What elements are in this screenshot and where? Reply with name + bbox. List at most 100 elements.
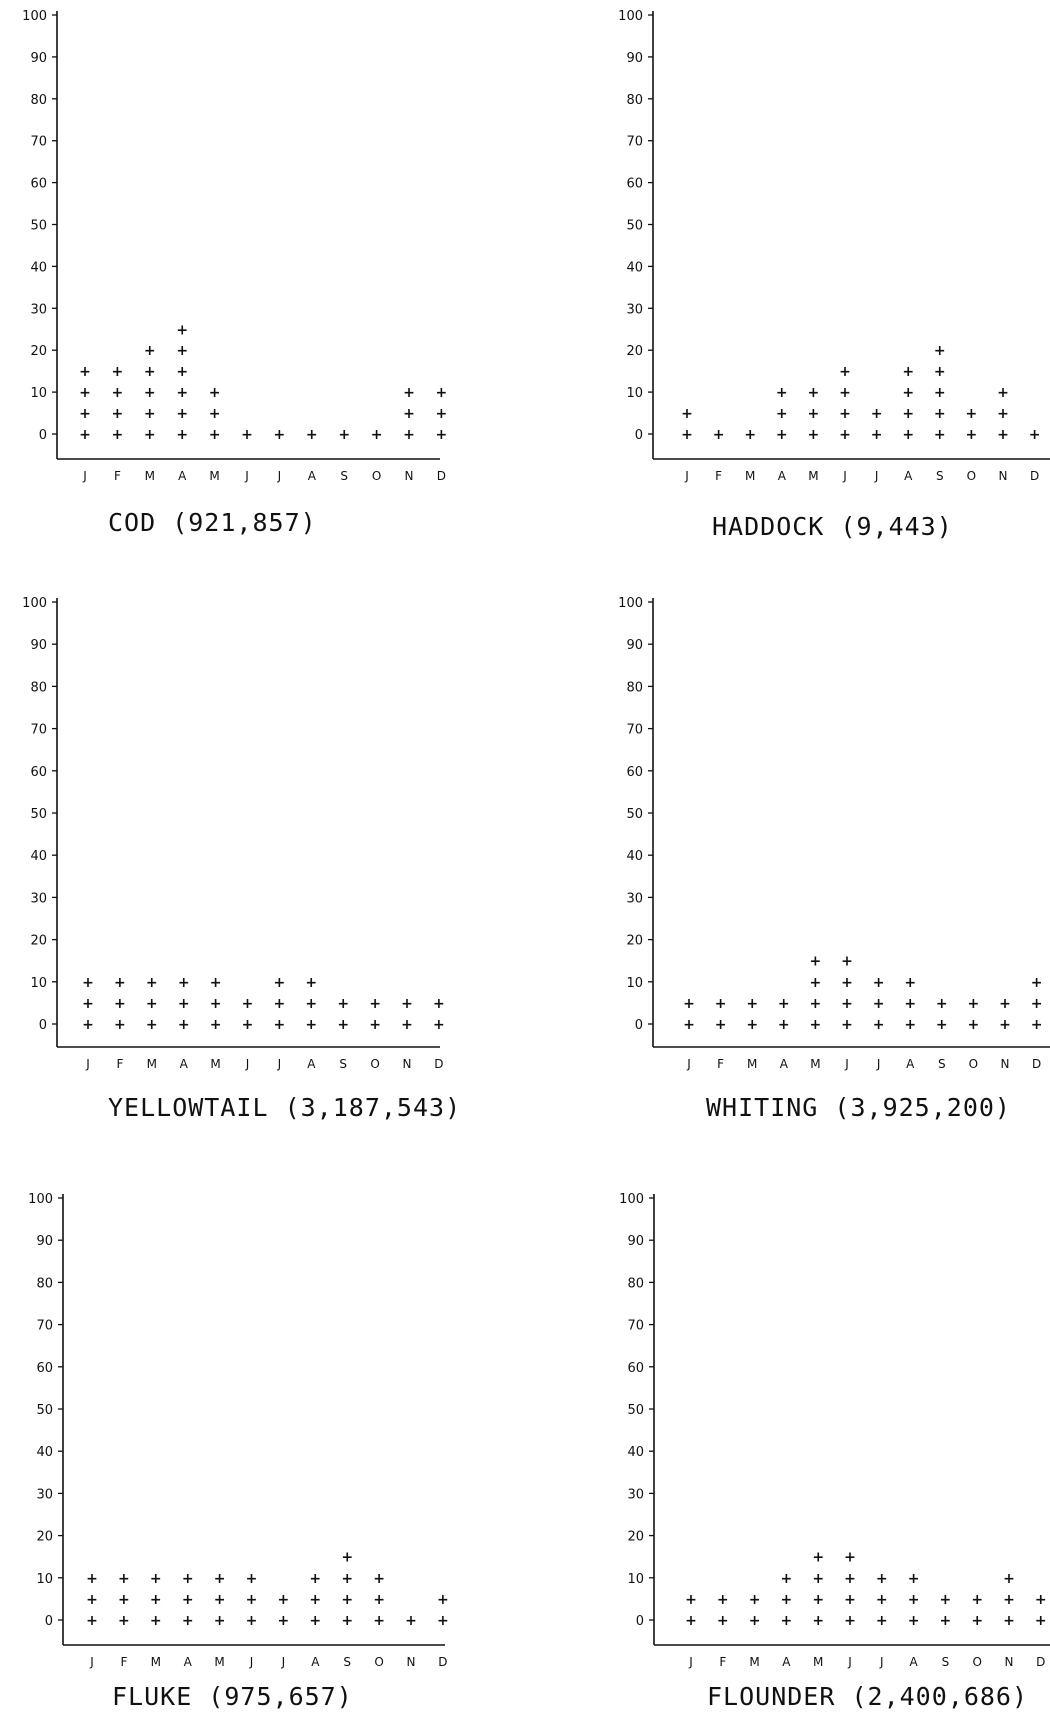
data-point: + bbox=[715, 996, 727, 1012]
cod-chart: 0 10 20 30 40 50 60 70 80 90 100 J F M A M J J A S O N D + + + + + +… bbox=[22, 9, 447, 483]
data-point: + bbox=[373, 1592, 385, 1608]
y-tick-label: 70 bbox=[626, 723, 643, 738]
x-tick-label: A bbox=[909, 1655, 918, 1669]
data-point: + bbox=[844, 1592, 856, 1608]
data-point: + bbox=[278, 1613, 290, 1629]
data-point: + bbox=[1031, 996, 1043, 1012]
x-tick-label: J bbox=[879, 1655, 884, 1669]
x-tick-label: F bbox=[717, 1057, 724, 1071]
data-point: + bbox=[114, 975, 126, 991]
data-point: + bbox=[144, 406, 156, 422]
data-point: + bbox=[778, 996, 790, 1012]
data-point: + bbox=[309, 1592, 321, 1608]
y-tick-label: 60 bbox=[626, 765, 643, 780]
data-point: + bbox=[176, 406, 188, 422]
x-tick-label: O bbox=[370, 1057, 379, 1071]
x-tick-label: J bbox=[244, 469, 249, 483]
x-tick-label: M bbox=[749, 1655, 759, 1669]
data-point: + bbox=[873, 996, 885, 1012]
x-tick-label: D bbox=[1036, 1655, 1045, 1669]
data-point: + bbox=[839, 427, 851, 443]
y-tick-label: 90 bbox=[627, 1234, 644, 1249]
x-tick-label: O bbox=[372, 469, 381, 483]
data-point: + bbox=[713, 427, 725, 443]
y-tick-label: 100 bbox=[618, 596, 643, 611]
data-point: + bbox=[144, 343, 156, 359]
x-tick-label: S bbox=[936, 469, 944, 483]
data-point: + bbox=[902, 364, 914, 380]
data-point: + bbox=[1003, 1613, 1015, 1629]
y-tick-label: 50 bbox=[36, 1403, 53, 1418]
data-point: + bbox=[744, 427, 756, 443]
data-point: + bbox=[749, 1592, 761, 1608]
data-point: + bbox=[182, 1592, 194, 1608]
y-tick-label: 70 bbox=[30, 723, 47, 738]
y-tick-label: 10 bbox=[30, 386, 47, 401]
x-tick-label: J bbox=[85, 1057, 90, 1071]
y-tick-label: 30 bbox=[626, 891, 643, 906]
y-tick-label: 40 bbox=[626, 849, 643, 864]
y-tick-label: 30 bbox=[36, 1487, 53, 1502]
data-point: + bbox=[242, 996, 254, 1012]
data-point: + bbox=[1003, 1592, 1015, 1608]
data-point: + bbox=[144, 427, 156, 443]
data-point: + bbox=[876, 1592, 888, 1608]
y-tick-label: 0 bbox=[636, 1614, 644, 1629]
data-point: + bbox=[776, 427, 788, 443]
data-point: + bbox=[968, 996, 980, 1012]
data-point: + bbox=[810, 996, 822, 1012]
data-point: + bbox=[934, 364, 946, 380]
whiting-chart: 0 10 20 30 40 50 60 70 80 90 100 J F M A M J J A S O N D + + + + + +… bbox=[618, 596, 1050, 1071]
data-point: + bbox=[781, 1571, 793, 1587]
x-tick-label: A bbox=[307, 1057, 316, 1071]
data-point: + bbox=[934, 343, 946, 359]
data-point: + bbox=[210, 996, 222, 1012]
x-tick-label: J bbox=[876, 1057, 881, 1071]
y-tick-label: 100 bbox=[22, 596, 47, 611]
data-point: + bbox=[210, 1017, 222, 1033]
data-point: + bbox=[176, 322, 188, 338]
data-point: + bbox=[746, 996, 758, 1012]
data-point: + bbox=[337, 1017, 349, 1033]
y-tick-label: 80 bbox=[36, 1276, 53, 1291]
data-point: + bbox=[112, 364, 124, 380]
x-tick-label: N bbox=[405, 469, 414, 483]
y-tick-label: 30 bbox=[30, 302, 47, 317]
data-point: + bbox=[214, 1613, 226, 1629]
x-tick-label: O bbox=[969, 1057, 978, 1071]
x-tick-label: J bbox=[688, 1655, 693, 1669]
y-tick-label: 60 bbox=[36, 1361, 53, 1376]
x-tick-label: J bbox=[82, 469, 87, 483]
data-point: + bbox=[79, 406, 91, 422]
data-point: + bbox=[810, 975, 822, 991]
data-point: + bbox=[904, 975, 916, 991]
data-point: + bbox=[966, 406, 978, 422]
y-tick-label: 10 bbox=[627, 1572, 644, 1587]
y-tick-label: 30 bbox=[30, 891, 47, 906]
data-point: + bbox=[808, 406, 820, 422]
x-tick-label: J bbox=[686, 1057, 691, 1071]
data-point: + bbox=[178, 975, 190, 991]
data-point: + bbox=[341, 1571, 353, 1587]
y-tick-label: 100 bbox=[619, 1192, 644, 1207]
data-point: + bbox=[146, 996, 158, 1012]
data-point: + bbox=[839, 385, 851, 401]
x-tick-label: M bbox=[151, 1655, 161, 1669]
data-point: + bbox=[685, 1592, 697, 1608]
data-point: + bbox=[214, 1571, 226, 1587]
x-tick-label: A bbox=[184, 1655, 193, 1669]
data-point: + bbox=[401, 1017, 413, 1033]
data-point: + bbox=[309, 1613, 321, 1629]
data-point: + bbox=[934, 427, 946, 443]
data-point: + bbox=[274, 1017, 286, 1033]
data-point: + bbox=[934, 385, 946, 401]
data-point: + bbox=[908, 1613, 920, 1629]
data-point: + bbox=[150, 1613, 162, 1629]
data-point: + bbox=[940, 1613, 952, 1629]
data-point: + bbox=[844, 1550, 856, 1566]
y-tick-label: 30 bbox=[626, 302, 643, 317]
x-tick-label: O bbox=[374, 1655, 383, 1669]
data-point: + bbox=[776, 406, 788, 422]
x-tick-label: A bbox=[180, 1057, 189, 1071]
